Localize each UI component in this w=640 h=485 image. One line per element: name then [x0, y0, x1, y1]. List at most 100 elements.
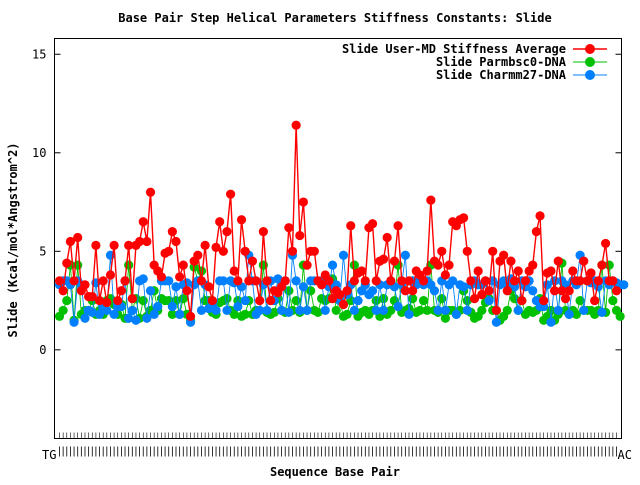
- data-point: [171, 236, 181, 247]
- data-point: [440, 305, 450, 316]
- data-point: [404, 309, 414, 319]
- data-point: [171, 282, 181, 292]
- data-point: [287, 246, 298, 256]
- data-point: [131, 315, 141, 325]
- data-point: [579, 256, 589, 266]
- data-point: [553, 305, 563, 316]
- data-point: [458, 213, 469, 223]
- data-point: [593, 276, 603, 286]
- data-point: [116, 286, 126, 296]
- x-axis-label: Sequence Base Pair: [270, 465, 400, 479]
- data-point: [193, 250, 203, 260]
- data-point: [138, 274, 148, 284]
- data-point: [462, 246, 472, 256]
- data-point: [400, 286, 410, 296]
- data-point: [557, 286, 567, 296]
- data-point: [207, 295, 218, 306]
- data-point: [502, 305, 512, 316]
- data-point: [124, 260, 134, 270]
- data-point: [69, 276, 79, 286]
- data-point: [422, 266, 432, 276]
- y-tick-label: 5: [39, 244, 46, 258]
- y-tick-label: 15: [32, 47, 46, 61]
- data-point: [229, 266, 239, 276]
- data-point: [509, 276, 520, 286]
- data-point: [378, 305, 389, 316]
- data-point: [579, 305, 589, 316]
- data-point: [506, 256, 516, 266]
- data-point: [233, 276, 243, 286]
- data-point: [437, 246, 447, 256]
- legend-marker: [585, 70, 595, 80]
- data-point: [546, 305, 556, 316]
- data-point: [211, 305, 221, 316]
- data-point: [484, 295, 494, 306]
- legend-label: Slide Parmbsc0-DNA: [436, 55, 567, 69]
- data-point: [571, 309, 582, 319]
- data-point: [62, 295, 72, 306]
- data-point: [262, 276, 272, 286]
- data-point: [382, 232, 392, 243]
- data-point: [298, 282, 309, 292]
- data-point: [175, 272, 185, 282]
- data-point: [600, 238, 611, 249]
- data-point: [98, 276, 108, 286]
- data-point: [320, 305, 330, 316]
- data-point: [386, 276, 396, 286]
- data-point: [342, 286, 352, 296]
- y-axis-label: Slide (Kcal/mol*Angstrom^2): [6, 142, 20, 337]
- data-point: [145, 286, 156, 296]
- legend-marker: [585, 44, 595, 54]
- data-point: [229, 309, 239, 319]
- data-point: [62, 258, 72, 268]
- data-point: [182, 278, 192, 288]
- chart-title: Base Pair Step Helical Parameters Stiffn…: [118, 11, 551, 25]
- data-point: [80, 313, 90, 323]
- data-point: [164, 246, 174, 256]
- data-point: [127, 293, 137, 304]
- data-point: [418, 276, 429, 286]
- data-point: [378, 293, 389, 304]
- data-point: [284, 223, 294, 233]
- data-point: [87, 307, 97, 317]
- data-point: [429, 286, 440, 296]
- plot-border: [54, 38, 622, 439]
- data-point: [517, 295, 527, 306]
- data-point: [280, 276, 290, 286]
- data-point: [167, 309, 177, 319]
- series-layer: [54, 120, 629, 327]
- data-point: [113, 295, 123, 306]
- data-point: [302, 260, 312, 270]
- data-point: [240, 295, 250, 306]
- x-tick-label-last: AC: [618, 448, 632, 462]
- data-point: [539, 295, 549, 306]
- data-point: [488, 246, 498, 256]
- data-point: [575, 295, 585, 306]
- y-axis-ticks: 0 5 10 15: [32, 47, 622, 357]
- data-point: [306, 286, 316, 296]
- data-point: [167, 301, 177, 312]
- data-point: [58, 286, 68, 296]
- data-point: [480, 276, 491, 286]
- data-point: [520, 276, 531, 286]
- data-point: [360, 276, 370, 286]
- data-point: [73, 232, 83, 243]
- data-point: [535, 211, 545, 221]
- data-point: [408, 293, 418, 304]
- data-point: [335, 290, 345, 300]
- data-point: [564, 309, 574, 319]
- data-point: [218, 276, 228, 286]
- data-point: [313, 307, 323, 317]
- data-point: [342, 309, 352, 319]
- data-point: [349, 305, 359, 316]
- data-point: [178, 260, 188, 270]
- data-point: [528, 260, 538, 270]
- data-point: [236, 215, 247, 225]
- data-point: [346, 221, 356, 231]
- data-point: [386, 305, 396, 316]
- data-point: [553, 256, 563, 266]
- data-point: [120, 276, 130, 286]
- data-point: [54, 276, 65, 286]
- data-point: [204, 282, 214, 292]
